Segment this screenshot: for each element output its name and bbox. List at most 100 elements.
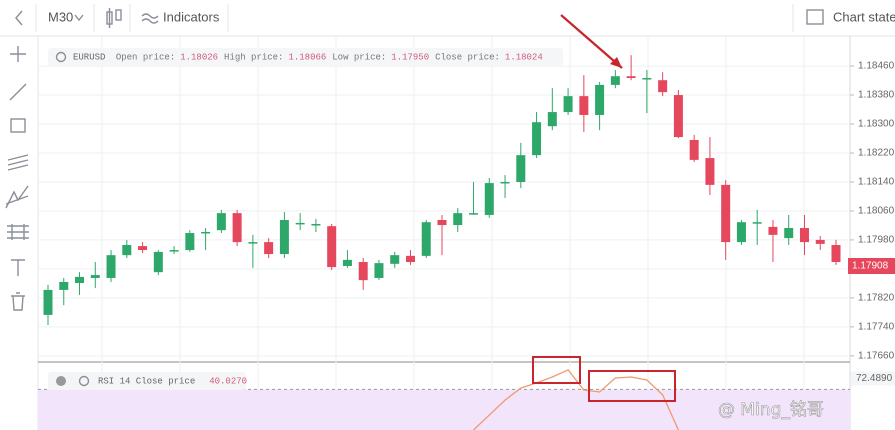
candle-body: [547, 112, 557, 127]
candle-body: [784, 227, 794, 239]
watermark: @ Ming_铭哥: [718, 400, 824, 420]
top-toolbar: M30 Indicators Chart state: [0, 4, 895, 37]
y-tick-label: 1.18460: [858, 61, 895, 72]
candle-body: [689, 139, 699, 160]
y-tick-label: 1.18300: [858, 119, 895, 130]
candle-body: [815, 239, 825, 244]
rsi-legend-label: RSI 14 Close price: [98, 377, 195, 387]
rsi-zone: [38, 389, 850, 430]
legend-symbol: EURUSD: [73, 53, 105, 63]
chart-type-button[interactable]: [106, 8, 122, 28]
candle-body: [469, 213, 479, 215]
left-toolbar: [5, 36, 39, 430]
price-legend: EURUSD Open price: 1.18026 High price: 1.18…: [73, 53, 543, 63]
candle-body: [342, 259, 352, 267]
candle-body: [311, 223, 321, 226]
last-price-label: 1.17908: [852, 261, 889, 272]
candle-body: [516, 155, 526, 182]
candle-body: [327, 226, 337, 268]
y-tick-label: 1.18140: [858, 177, 895, 188]
candle-body: [106, 255, 116, 278]
candle-body: [405, 255, 415, 263]
y-tick-label: 1.18220: [858, 148, 895, 159]
candle-body: [579, 96, 589, 115]
chart-state-icon[interactable]: [806, 9, 824, 25]
candle-body: [279, 220, 289, 255]
candle-body: [658, 80, 668, 93]
candle-body: [201, 231, 211, 234]
y-tick-label: 1.17660: [858, 350, 895, 361]
legend-value: 1.18066: [288, 53, 326, 63]
candle-body: [390, 255, 400, 264]
candle-body: [232, 213, 242, 243]
back-button[interactable]: [15, 10, 23, 26]
rsi-tick-bg: [851, 371, 895, 386]
candle-body: [752, 222, 762, 224]
legend-label: Low price:: [332, 53, 386, 63]
settings-icon[interactable]: [55, 51, 67, 63]
candle-body: [185, 233, 195, 251]
crosshair-tool[interactable]: [10, 46, 26, 62]
candle-body: [153, 251, 163, 273]
candle-body: [721, 184, 731, 243]
candle-body: [610, 76, 620, 85]
legend-background: [48, 48, 563, 66]
rsi-close-icon[interactable]: [56, 376, 66, 386]
delete-tool[interactable]: [11, 292, 25, 311]
candle-body: [705, 158, 715, 185]
interval-button[interactable]: M30: [48, 9, 73, 24]
last-price-tag: [848, 258, 895, 275]
price-axis: 1.18460 1.18380 1.18300 1.18220 1.18140 1.180…: [848, 61, 895, 361]
legend-label: High price:: [224, 53, 283, 63]
rsi-legend-background: [48, 372, 246, 390]
candle-body: [563, 96, 573, 113]
candle-body: [437, 220, 447, 226]
chart-state-button[interactable]: Chart state: [833, 9, 895, 24]
y-tick-label: 1.17980: [858, 235, 895, 246]
candle-body: [75, 276, 85, 284]
fib-tool[interactable]: [7, 224, 29, 240]
candle-body: [138, 246, 148, 251]
candle-body: [799, 227, 809, 243]
indicators-button[interactable]: Indicators: [163, 9, 220, 24]
candle-body: [642, 78, 652, 80]
legend-label: Open price:: [116, 53, 175, 63]
interval-chevron[interactable]: [74, 14, 84, 22]
candle-body: [59, 281, 69, 290]
candle-body: [736, 222, 746, 243]
candle-body: [626, 76, 636, 79]
candle-body: [453, 213, 463, 226]
legend-value: 1.18024: [505, 53, 543, 63]
indicators-icon[interactable]: [141, 13, 159, 24]
rsi-legend: RSI 14 Close price 40.0270: [98, 377, 247, 387]
rsi-legend-value: 40.0270: [209, 377, 247, 387]
candle-body: [500, 181, 510, 184]
y-tick-label: 1.17820: [858, 293, 895, 304]
text-tool[interactable]: [11, 259, 25, 276]
rsi-settings-icon[interactable]: [78, 375, 90, 387]
channel-tool[interactable]: [7, 154, 29, 171]
candle-body: [484, 183, 494, 215]
candle-body: [43, 289, 53, 315]
candle-body: [169, 250, 179, 252]
candle-body: [264, 242, 274, 255]
y-tick-label: 1.18060: [858, 206, 895, 217]
y-tick-label: 1.17740: [858, 322, 895, 333]
annotations: [532, 14, 676, 402]
candle-body: [421, 222, 431, 256]
candle-body: [122, 245, 132, 256]
rectangle-tool[interactable]: [10, 118, 26, 133]
candle-body: [768, 226, 778, 235]
candle-body: [595, 84, 605, 115]
candle-body: [673, 95, 683, 138]
candle-body: [216, 213, 226, 231]
trendline-tool[interactable]: [9, 83, 27, 101]
candle-body: [831, 245, 841, 263]
rsi-tick-label: 72.4890: [856, 373, 893, 384]
rsi-line: [473, 369, 679, 430]
legend-value: 1.17950: [391, 53, 429, 63]
candle-body: [358, 262, 368, 281]
pattern-tool[interactable]: [5, 185, 29, 209]
